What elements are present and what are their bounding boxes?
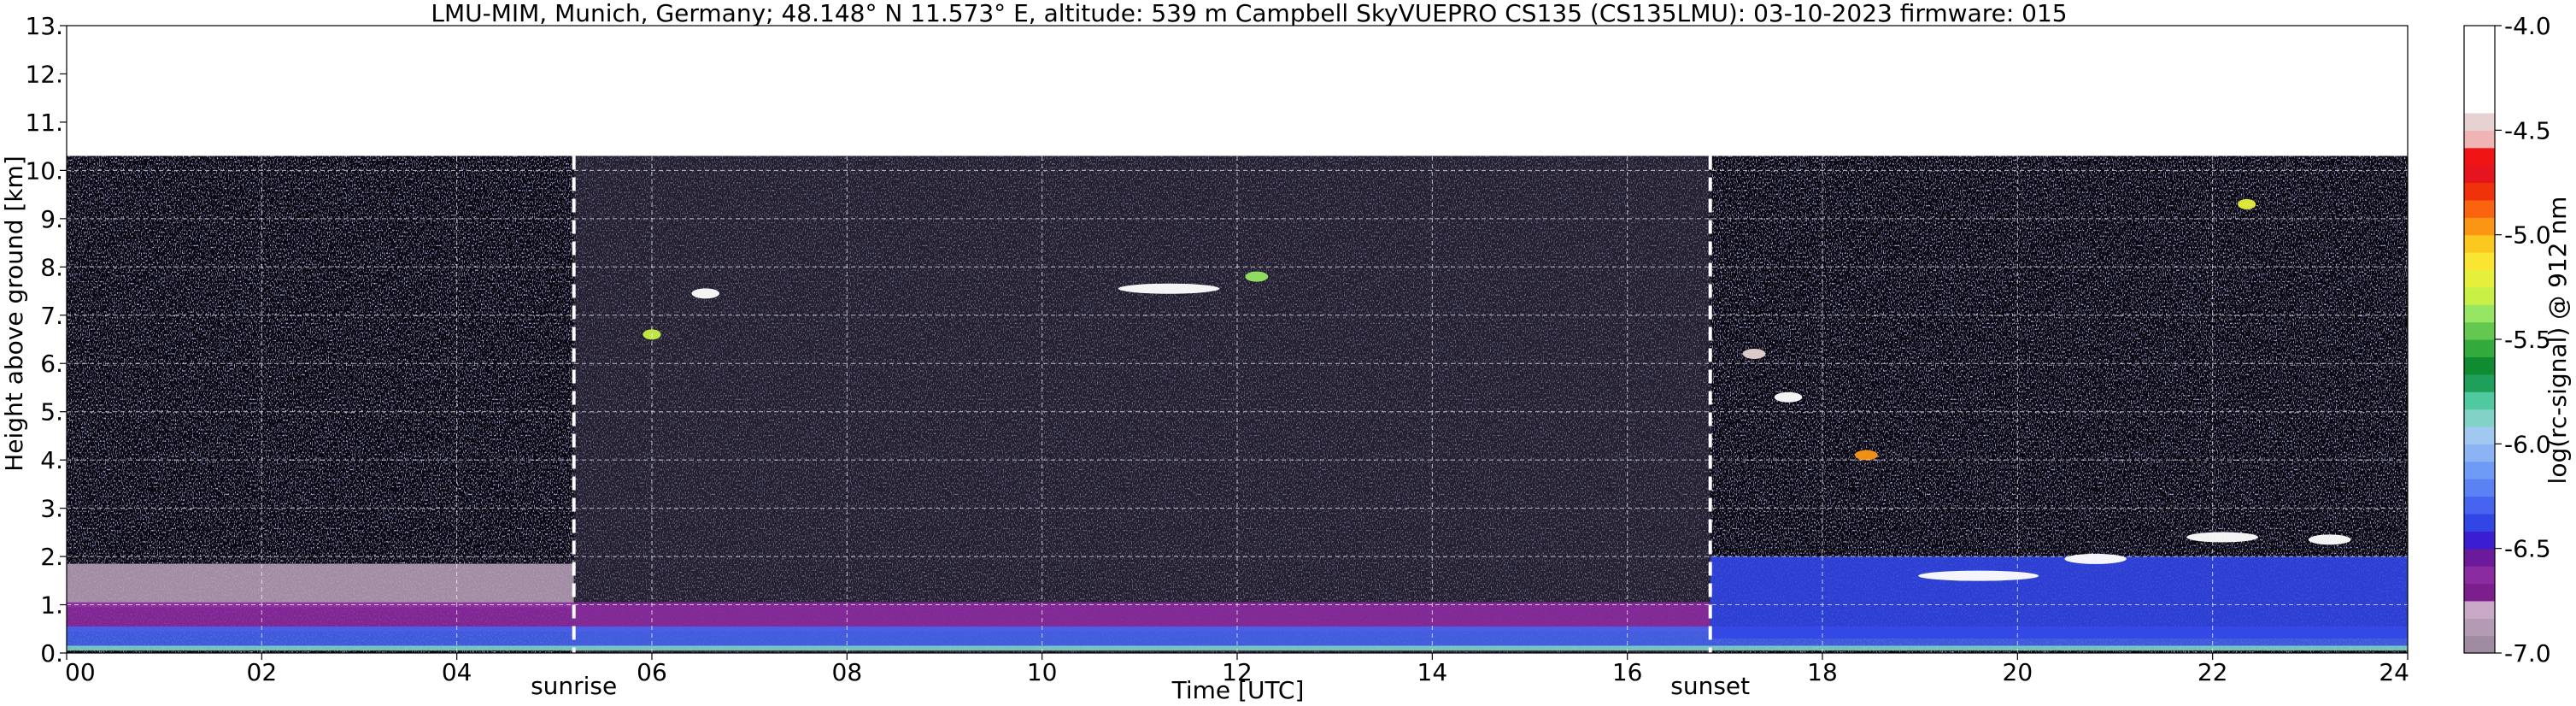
x-tick-label: 16 (1612, 658, 1643, 686)
cloud-feature (1774, 391, 1803, 403)
colorbar-segment (2464, 78, 2495, 97)
colorbar-segment (2464, 95, 2495, 114)
colorbar-segment (2464, 199, 2495, 218)
y-tick-label: 4. (40, 446, 63, 474)
aerosol-layer (67, 563, 574, 608)
colorbar-segment (2464, 321, 2495, 340)
y-tick-label: 12. (25, 60, 63, 88)
y-tick-label: 3. (40, 495, 63, 523)
sunset-label: sunset (1670, 672, 1750, 700)
grid-lines (67, 26, 2408, 653)
x-tick-label: 04 (442, 658, 472, 686)
sunrise-label: sunrise (531, 672, 617, 700)
colorbar-tick-label: -4.0 (2504, 12, 2551, 40)
colorbar-segment (2464, 566, 2495, 585)
colorbar-tick-label: -5.0 (2504, 221, 2551, 250)
daytime-noise-band (573, 156, 1710, 653)
cloud-feature (1742, 348, 1766, 359)
y-tick-label: 0. (40, 639, 63, 668)
cloud-feature (2308, 534, 2351, 545)
x-tick-label: 22 (2198, 658, 2228, 686)
colorbar-segment (2464, 286, 2495, 305)
colorbar-segment (2464, 531, 2495, 550)
cloud-feature (2238, 198, 2256, 209)
colorbar-segment (2464, 147, 2495, 166)
cloud-feature (1918, 570, 2039, 581)
y-tick-label: 9. (40, 205, 63, 233)
colorbar-segment (2464, 635, 2495, 654)
x-axis-ticks: 00 02 04 06 08 10 12 14 16 18 20 22 24 (65, 653, 2409, 686)
colorbar-segment (2464, 165, 2495, 184)
x-tick-label: 06 (637, 658, 667, 686)
cloud-feature (691, 288, 720, 299)
colorbar-segment (2464, 548, 2495, 567)
colorbar-segment (2464, 112, 2495, 131)
colorbar-segment (2464, 26, 2495, 44)
x-tick-label: 10 (1027, 658, 1058, 686)
x-tick-label: 20 (2003, 658, 2033, 686)
colorbar-segment (2464, 60, 2495, 79)
colorbar-segment (2464, 618, 2495, 637)
colorbar-segment (2464, 43, 2495, 62)
cloud-feature (1854, 450, 1878, 461)
colorbar-segment (2464, 391, 2495, 410)
colorbar-segment (2464, 513, 2495, 532)
colorbar: -4.0 -4.5 -5.0 -5.5 -6.0 -6.5 -7.0 (2463, 12, 2551, 668)
y-tick-label: 7. (40, 302, 63, 330)
colorbar-segment (2464, 461, 2495, 479)
colorbar-segment (2464, 217, 2495, 236)
y-tick-label: 2. (40, 543, 63, 571)
x-tick-label: 12 (1222, 658, 1253, 686)
colorbar-segment (2464, 583, 2495, 602)
colorbar-tick-label: -5.5 (2504, 326, 2551, 354)
y-tick-label: 11. (25, 109, 63, 137)
x-tick-label: 24 (2379, 658, 2409, 686)
colorbar-segment (2464, 339, 2495, 357)
colorbar-segment (2464, 409, 2495, 427)
x-tick-label: 18 (1807, 658, 1838, 686)
colorbar-tick-label: -4.5 (2504, 116, 2551, 144)
y-tick-label: 6. (40, 350, 63, 378)
colorbar-segment (2464, 252, 2495, 271)
y-tick-label: 8. (40, 253, 63, 281)
colorbar-segment (2464, 234, 2495, 253)
colorbar-segment (2464, 479, 2495, 497)
y-tick-label: 1. (40, 591, 63, 620)
y-axis-label: Height above ground [km] (0, 156, 28, 472)
y-tick-label: 5. (40, 398, 63, 427)
colorbar-segment (2464, 496, 2495, 515)
chart-title: LMU-MIM, Munich, Germany; 48.148° N 11.5… (431, 0, 2067, 27)
x-axis-label: Time [UTC] (1171, 676, 1305, 704)
colorbar-segment (2464, 444, 2495, 462)
cloud-feature (1118, 283, 1220, 294)
cloud-feature (1245, 271, 1269, 282)
colorbar-label: log(rc-signal) @ 912 nm (2544, 197, 2572, 485)
colorbar-segment (2464, 304, 2495, 323)
colorbar-tick-label: -6.0 (2504, 430, 2551, 458)
y-axis-ticks: 0. 1. 2. 3. 4. 5. 6. 7. 8. 9. 10. 11. 12. 13. (25, 12, 67, 668)
colorbar-tick-label: -7.0 (2504, 639, 2551, 668)
sun-markers: sunrise sunset (531, 156, 1750, 700)
colorbar-tick-label: -6.5 (2504, 535, 2551, 563)
cloud-feature (2186, 532, 2259, 543)
cloud-feature (2064, 553, 2127, 564)
colorbar-segment (2464, 269, 2495, 288)
colorbar-segment (2464, 356, 2495, 375)
colorbar-segment (2464, 130, 2495, 149)
aerosol-layer (67, 645, 2408, 651)
y-tick-label: 13. (25, 12, 63, 40)
x-tick-label: 14 (1417, 658, 1448, 686)
x-tick-label: 02 (247, 658, 278, 686)
aerosol-layer (1710, 556, 2408, 639)
y-tick-label: 10. (25, 156, 63, 185)
colorbar-segment (2464, 426, 2495, 444)
colorbar-segment (2464, 182, 2495, 201)
x-tick-label: 00 (65, 658, 96, 686)
colorbar-segment (2464, 374, 2495, 392)
x-tick-label: 08 (832, 658, 863, 686)
colorbar-segment (2464, 600, 2495, 619)
